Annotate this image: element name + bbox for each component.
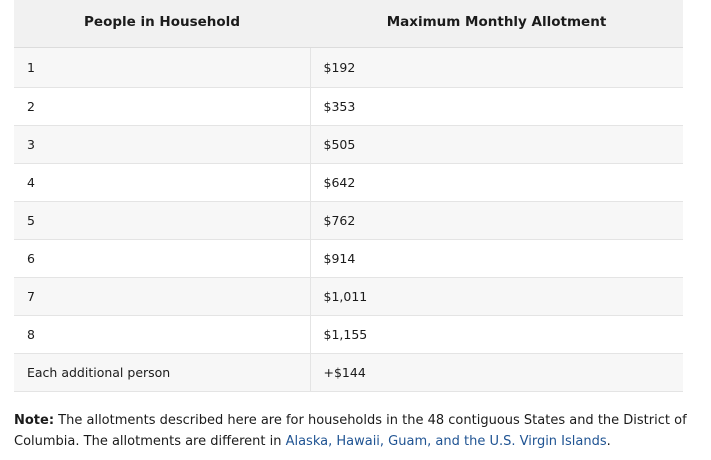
note-text: The allotments described here are for ho…	[14, 413, 687, 449]
household-size-cell: 3	[14, 125, 310, 164]
note-end: .	[606, 434, 611, 449]
household-size-cell: 2	[14, 87, 310, 126]
household-size-cell: 8	[14, 315, 310, 354]
table-header-row: People in Household Maximum Monthly Allo…	[14, 0, 683, 48]
table-row: 8 $1,155	[14, 315, 683, 354]
table-row: 6 $914	[14, 239, 683, 278]
allotment-cell: $1,011	[309, 277, 683, 316]
allotment-cell: $762	[309, 201, 683, 240]
household-size-cell: 7	[14, 277, 310, 316]
column-header-allotment: Maximum Monthly Allotment	[310, 0, 683, 48]
table-row: 7 $1,011	[14, 277, 683, 316]
table-row: 1 $192	[14, 47, 683, 88]
table-row: 2 $353	[14, 87, 683, 126]
household-size-cell: Each additional person	[14, 353, 310, 392]
allotment-cell: +$144	[309, 353, 683, 392]
household-size-cell: 6	[14, 239, 310, 278]
column-header-people: People in Household	[14, 0, 310, 48]
allotment-cell: $505	[309, 125, 683, 164]
allotment-table: People in Household Maximum Monthly Allo…	[14, 0, 683, 392]
allotment-cell: $353	[309, 87, 683, 126]
household-size-cell: 4	[14, 163, 310, 202]
territories-link[interactable]: Alaska, Hawaii, Guam, and the U.S. Virgi…	[285, 434, 607, 449]
table-row: Each additional person +$144	[14, 353, 683, 392]
table-row: 3 $505	[14, 125, 683, 164]
household-size-cell: 1	[14, 47, 310, 88]
allotment-cell: $642	[309, 163, 683, 202]
household-size-cell: 5	[14, 201, 310, 240]
note-label: Note:	[14, 413, 55, 428]
table-row: 4 $642	[14, 163, 683, 202]
allotment-cell: $914	[309, 239, 683, 278]
table-row: 5 $762	[14, 201, 683, 240]
allotment-cell: $1,155	[309, 315, 683, 354]
allotment-cell: $192	[309, 47, 683, 88]
allotment-note: Note: The allotments described here are …	[14, 410, 704, 452]
